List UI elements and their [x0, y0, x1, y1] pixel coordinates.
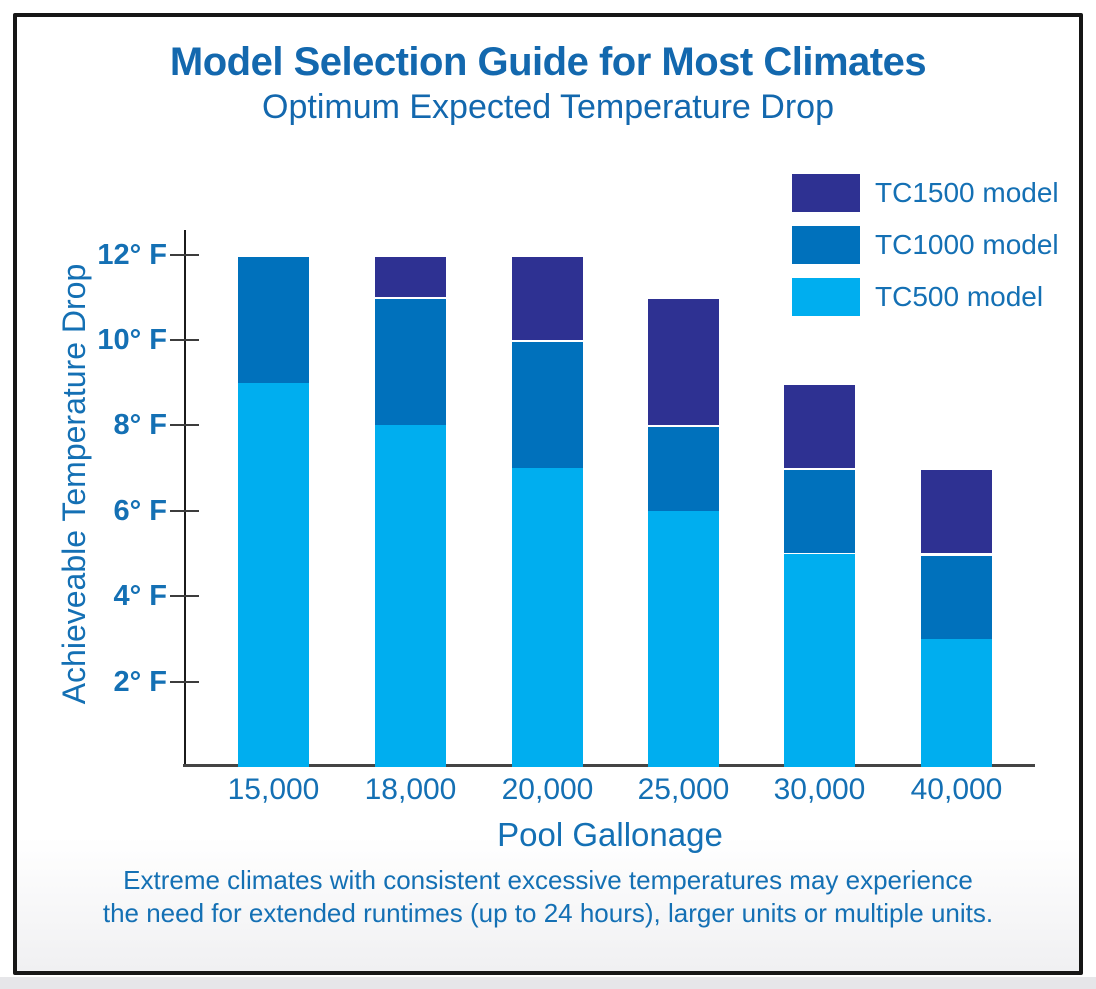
bar-segment-tc1000-25000 — [648, 425, 719, 511]
bar-segment-tc1000-30000 — [784, 468, 855, 554]
chart-title: Model Selection Guide for Most Climates — [169, 40, 927, 84]
y-axis-tick — [170, 424, 199, 427]
legend-swatch-icon — [792, 278, 860, 316]
bar-segment-tc1000-20000 — [512, 340, 583, 469]
bar-segment-tc1500-20000 — [512, 254, 583, 340]
legend-swatch-icon — [792, 174, 860, 212]
legend-item-tc1500: TC1500 model — [792, 174, 1059, 212]
y-axis-tick-label: 10° F — [97, 324, 167, 356]
bar-segment-tc500-15000 — [238, 382, 309, 767]
legend-label: TC500 model — [875, 281, 1044, 312]
x-axis-category-label: 15,000 — [227, 773, 320, 806]
y-axis-tick — [170, 509, 199, 512]
y-axis-tick — [170, 595, 199, 598]
x-axis-category-label: 40,000 — [910, 773, 1003, 806]
y-axis-tick-label: 12° F — [97, 238, 167, 271]
y-axis-tick — [170, 339, 199, 341]
x-axis-category-label: 18,000 — [364, 773, 457, 806]
x-axis-category-label: 25,000 — [637, 773, 730, 806]
bar-segment-tc1500-25000 — [648, 297, 719, 426]
footnote-line-2: the need for extended runtimes (up to 24… — [102, 898, 994, 928]
x-axis-line — [183, 764, 1035, 767]
x-axis-category-label: 20,000 — [501, 773, 594, 806]
chart-legend: TC1500 model TC1000 model TC500 model — [792, 174, 1059, 330]
bar-segment-tc500-20000 — [512, 468, 583, 767]
y-axis-line — [184, 230, 186, 767]
y-axis-tick-label: 4° F — [113, 580, 168, 613]
legend-item-tc500: TC500 model — [792, 278, 1059, 316]
y-axis-tick — [170, 253, 199, 256]
legend-label: TC1500 model — [875, 177, 1059, 208]
chart-subtitle: Optimum Expected Temperature Drop — [262, 88, 834, 126]
footnote-line-1: Extreme climates with consistent excessi… — [123, 865, 973, 895]
bar-segment-tc1000-18000 — [375, 297, 446, 426]
bar-segment-tc500-30000 — [784, 553, 855, 767]
y-axis-tick-label: 8° F — [113, 409, 168, 442]
legend-label: TC1000 model — [875, 229, 1059, 260]
bar-segment-tc1500-18000 — [375, 254, 446, 298]
y-axis-title: Achieveable Temperature Drop — [56, 263, 92, 705]
legend-swatch-icon — [792, 226, 860, 264]
y-axis-tick-label: 6° F — [113, 494, 168, 527]
bar-segment-tc1500-30000 — [784, 382, 855, 469]
page-bottom-strip — [0, 977, 1096, 989]
bar-segment-tc1500-40000 — [921, 468, 992, 554]
bar-segment-tc500-18000 — [375, 425, 446, 767]
bar-segment-tc500-40000 — [921, 638, 992, 767]
bar-segment-tc500-25000 — [648, 510, 719, 767]
x-axis-category-label: 30,000 — [773, 773, 866, 806]
bar-segment-tc1000-40000 — [921, 553, 992, 639]
legend-item-tc1000: TC1000 model — [792, 226, 1059, 264]
x-axis-title: Pool Gallonage — [497, 816, 723, 853]
bar-segment-tc1000-15000 — [238, 254, 309, 383]
y-axis-tick-label: 2° F — [113, 665, 168, 698]
y-axis-tick — [170, 680, 199, 683]
